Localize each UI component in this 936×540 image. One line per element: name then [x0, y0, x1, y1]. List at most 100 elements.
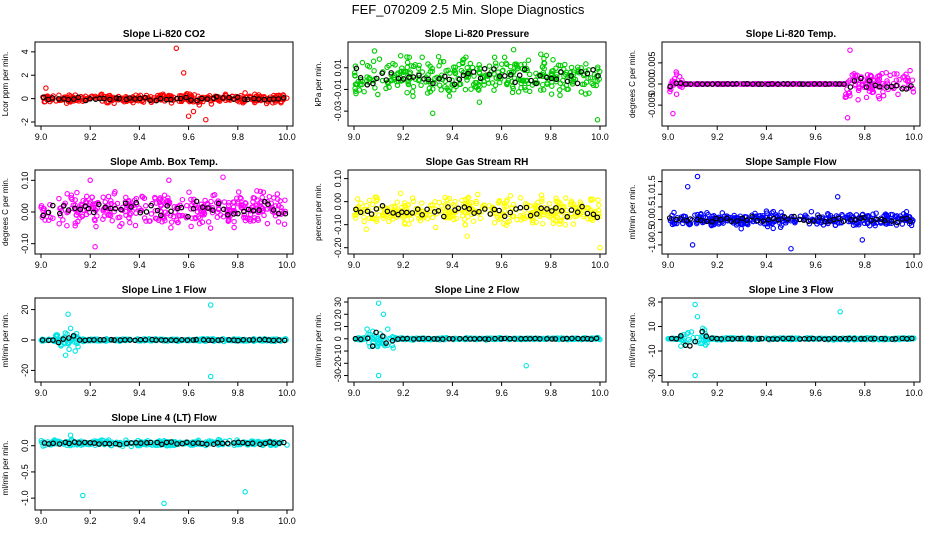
selected-point — [878, 216, 885, 223]
data-point — [275, 93, 281, 99]
data-point — [261, 212, 267, 219]
selected-point — [439, 336, 446, 342]
outlier-point — [692, 301, 698, 308]
selected-point — [162, 337, 169, 344]
y-tick-label: -20 — [333, 357, 343, 370]
selected-point — [548, 208, 555, 214]
data-point — [896, 336, 903, 343]
data-point — [168, 224, 174, 231]
y-tick-label: -1.0 — [647, 237, 657, 253]
data-point — [476, 62, 482, 68]
y-axis-label: Lcor ppm per min. — [1, 52, 10, 116]
y-axis-label: percent per min. — [314, 183, 323, 241]
x-tick-label: 9.4 — [133, 132, 146, 142]
y-axis-label: ml/min per min. — [314, 313, 323, 368]
y-tick-label: -30 — [333, 369, 343, 382]
y-tick-label: 0.0 — [20, 439, 30, 452]
selected-point — [816, 335, 823, 342]
selected-point — [511, 336, 518, 342]
y-tick-label: 2 — [20, 73, 30, 78]
selected-point — [137, 95, 143, 102]
selected-point — [699, 81, 706, 87]
data-point — [83, 193, 90, 200]
data-point — [540, 69, 547, 76]
selected-point — [194, 97, 200, 104]
data-point — [667, 217, 674, 224]
selected-point — [568, 207, 575, 213]
data-point — [468, 86, 474, 92]
selected-point — [199, 95, 205, 102]
data-point — [548, 91, 555, 97]
data-point — [577, 199, 583, 205]
data-point — [392, 62, 398, 68]
data-point — [208, 101, 215, 107]
selected-point — [185, 213, 191, 220]
selected-point — [907, 218, 914, 225]
data-point — [825, 212, 831, 218]
data-point — [557, 92, 563, 99]
data-point — [554, 214, 561, 220]
selected-point — [56, 441, 63, 447]
data-point — [518, 77, 524, 84]
selected-point — [352, 335, 359, 342]
selected-point — [75, 94, 82, 101]
data-point — [722, 336, 728, 342]
x-tick-label: 9.6 — [495, 388, 508, 398]
selected-point — [456, 335, 463, 342]
selected-point — [82, 439, 88, 446]
selected-point — [537, 72, 543, 79]
selected-point — [548, 75, 555, 82]
data-point — [275, 219, 282, 225]
selected-point — [832, 81, 839, 87]
x-tick-label: 9.0 — [348, 132, 361, 142]
data-point — [127, 219, 133, 226]
selected-point — [101, 336, 107, 343]
selected-point — [755, 81, 762, 87]
selected-point — [76, 440, 82, 446]
data-point — [903, 71, 909, 78]
x-tick-label: 9.2 — [397, 132, 410, 142]
data-point — [909, 77, 916, 83]
selected-point — [153, 337, 159, 343]
data-point — [89, 194, 95, 200]
selected-point — [204, 441, 210, 448]
selected-point — [871, 335, 878, 342]
data-point — [589, 196, 596, 203]
data-point — [510, 85, 516, 92]
data-point — [595, 197, 601, 203]
selected-point — [496, 207, 502, 214]
data-point — [45, 217, 52, 223]
scatter-points — [38, 432, 290, 507]
x-tick-label: 10.0 — [278, 260, 296, 270]
selected-point — [460, 72, 467, 79]
outlier-point — [684, 183, 691, 190]
selected-point — [122, 337, 128, 343]
data-point — [238, 202, 244, 208]
selected-point — [179, 336, 185, 343]
data-point — [539, 198, 545, 205]
data-point — [426, 85, 433, 92]
selected-point — [164, 203, 171, 209]
selected-point — [894, 219, 901, 226]
data-point — [863, 94, 870, 101]
selected-point — [128, 204, 134, 210]
data-point — [864, 81, 870, 88]
data-point — [186, 189, 192, 195]
selected-point — [175, 205, 181, 212]
data-point — [526, 71, 533, 78]
selected-point — [85, 205, 92, 212]
data-point — [540, 87, 547, 93]
data-point — [443, 67, 449, 74]
data-point — [435, 53, 442, 60]
data-point — [556, 221, 563, 227]
data-point — [190, 199, 197, 206]
data-point — [700, 337, 706, 343]
selected-point — [476, 335, 483, 342]
selected-point — [270, 337, 277, 344]
y-tick-label: -0.005 — [647, 92, 657, 118]
data-point — [419, 54, 425, 61]
data-point — [207, 225, 214, 231]
selected-point — [40, 94, 47, 101]
selected-point — [56, 210, 63, 217]
data-point — [580, 205, 587, 211]
